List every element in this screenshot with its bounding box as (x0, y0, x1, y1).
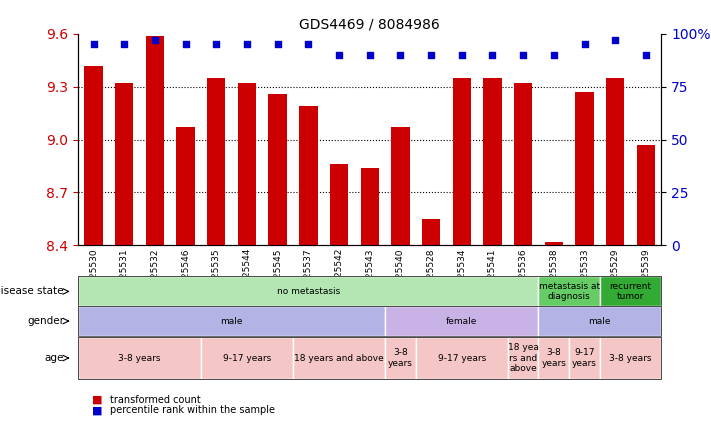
Point (487, 52, 498, 58)
Point (119, 41, 130, 48)
Bar (360, 168, 379, 245)
Bar (514, 83, 533, 245)
Bar (545, 242, 563, 245)
Text: 3-8
years: 3-8 years (388, 348, 413, 368)
Point (579, 41, 590, 48)
Point (425, 52, 437, 58)
Bar (330, 164, 348, 245)
Bar (636, 145, 655, 245)
Text: 9-17 years: 9-17 years (223, 354, 271, 363)
Point (395, 52, 406, 58)
Text: metastasis at
diagnosis: metastasis at diagnosis (539, 282, 600, 301)
Point (640, 52, 651, 58)
Text: percentile rank within the sample: percentile rank within the sample (110, 405, 275, 415)
Point (303, 41, 314, 48)
Bar (207, 78, 225, 245)
Point (548, 52, 560, 58)
Bar (85, 66, 103, 245)
Point (241, 41, 252, 48)
Point (88, 41, 100, 48)
Text: 9-17
years: 9-17 years (572, 348, 597, 368)
Point (333, 52, 345, 58)
Text: 3-8
years: 3-8 years (541, 348, 566, 368)
Text: age: age (45, 353, 64, 363)
Text: ■: ■ (92, 395, 103, 405)
Point (272, 41, 284, 48)
Text: ■: ■ (92, 405, 103, 415)
Bar (176, 127, 195, 245)
Text: male: male (220, 316, 243, 326)
Bar (146, 36, 164, 245)
Point (518, 52, 529, 58)
Text: 18 years and above: 18 years and above (294, 354, 384, 363)
Bar (483, 78, 502, 245)
Bar (269, 94, 287, 245)
Text: 18 yea
rs and
above: 18 yea rs and above (508, 343, 539, 373)
Title: GDS4469 / 8084986: GDS4469 / 8084986 (299, 17, 440, 31)
Bar (606, 78, 624, 245)
Bar (575, 92, 594, 245)
Point (210, 41, 222, 48)
Text: transformed count: transformed count (110, 395, 201, 405)
Text: recurrent
tumor: recurrent tumor (609, 282, 651, 301)
Text: male: male (589, 316, 611, 326)
Bar (115, 83, 134, 245)
Text: disease state: disease state (0, 286, 64, 297)
Text: 3-8 years: 3-8 years (118, 354, 161, 363)
Point (364, 52, 375, 58)
Point (180, 41, 191, 48)
Point (456, 52, 467, 58)
Text: 9-17 years: 9-17 years (438, 354, 486, 363)
Text: gender: gender (27, 316, 64, 326)
Point (609, 37, 621, 44)
Bar (453, 78, 471, 245)
Bar (237, 83, 256, 245)
Bar (299, 106, 318, 245)
Bar (422, 219, 440, 245)
Text: no metastasis: no metastasis (277, 287, 340, 296)
Text: female: female (446, 316, 478, 326)
Text: 3-8 years: 3-8 years (609, 354, 652, 363)
Point (149, 37, 161, 44)
Bar (391, 127, 410, 245)
